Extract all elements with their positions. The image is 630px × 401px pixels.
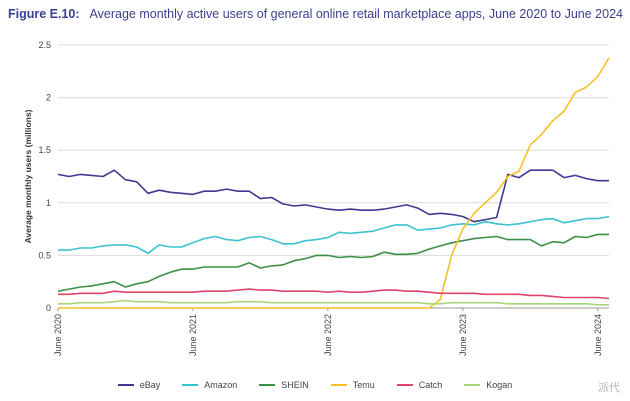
x-tick-label: June 2020 bbox=[53, 314, 63, 356]
legend-label: Amazon bbox=[204, 380, 238, 390]
y-tick-label: 0.5 bbox=[38, 250, 51, 260]
y-tick-label: 1.5 bbox=[38, 145, 51, 155]
x-tick-label: June 2022 bbox=[323, 314, 333, 356]
x-tick-label: June 2021 bbox=[188, 314, 198, 356]
figure-title-text: Average monthly active users of general … bbox=[89, 7, 623, 21]
series-line-shein bbox=[57, 233, 609, 292]
y-tick-label: 1 bbox=[46, 198, 51, 208]
legend-swatch bbox=[396, 384, 413, 386]
legend-swatch bbox=[117, 384, 134, 386]
legend-label: eBay bbox=[139, 380, 161, 390]
series-line-catch bbox=[58, 288, 610, 300]
chart-legend: eBay Amazon SHEIN Temu Catch Kogan bbox=[0, 380, 630, 390]
legend-label: SHEIN bbox=[281, 380, 309, 390]
watermark-text: 派代 bbox=[598, 382, 620, 394]
y-tick-label: 2 bbox=[46, 93, 51, 103]
figure-number: Figure E.10: bbox=[8, 7, 80, 21]
legend-swatch bbox=[182, 384, 199, 386]
x-tick-label: June 2023 bbox=[458, 314, 468, 356]
legend-swatch bbox=[330, 384, 347, 386]
series-line-temu bbox=[58, 57, 610, 309]
y-tick-label: 0 bbox=[46, 303, 51, 313]
series-line-kogan bbox=[58, 299, 609, 306]
figure-title: Figure E.10: Average monthly active users… bbox=[8, 7, 623, 21]
legend-item-shein: SHEIN bbox=[259, 380, 309, 390]
legend-swatch bbox=[259, 384, 276, 386]
series-line-ebay bbox=[57, 169, 609, 223]
series-line-amazon bbox=[58, 215, 610, 255]
legend-item-temu: Temu bbox=[330, 380, 375, 390]
legend-swatch bbox=[464, 384, 481, 386]
legend-label: Kogan bbox=[486, 380, 513, 390]
legend-item-catch: Catch bbox=[396, 380, 443, 390]
legend-label: Catch bbox=[418, 380, 443, 390]
y-axis-title: Average monthly users (millions) bbox=[23, 109, 33, 243]
legend-item-kogan: Kogan bbox=[464, 380, 512, 390]
legend-item-amazon: Amazon bbox=[182, 380, 237, 390]
x-tick-label: June 2024 bbox=[593, 314, 603, 356]
legend-item-ebay: eBay bbox=[117, 380, 161, 390]
y-tick-label: 2.5 bbox=[38, 40, 51, 50]
legend-label: Temu bbox=[352, 380, 375, 390]
